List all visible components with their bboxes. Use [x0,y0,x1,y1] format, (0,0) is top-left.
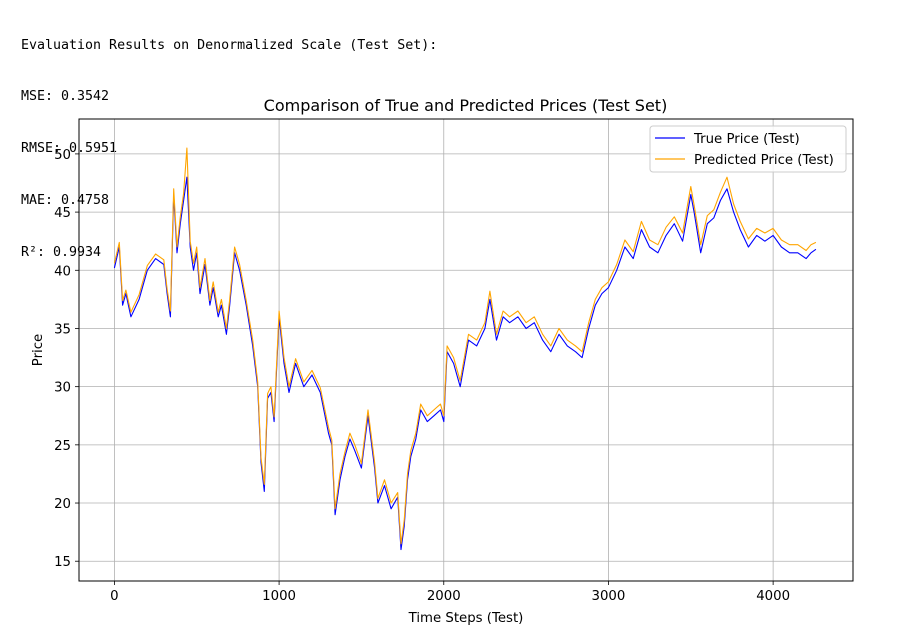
y-tick-label: 15 [54,555,71,570]
x-tick-label: 3000 [592,589,626,604]
plot-frame [78,118,854,582]
metrics-heading: Evaluation Results on Denormalized Scale… [21,37,438,53]
y-axis: 15 20 25 30 35 40 45 50 [54,148,79,570]
x-axis: 0 1000 2000 3000 4000 [110,581,790,604]
legend-box [649,125,847,173]
chart-title: Comparison of True and Predicted Prices … [264,96,668,115]
y-tick-label: 20 [54,497,71,512]
y-tick-label: 40 [54,264,71,279]
y-tick-label: 35 [54,322,71,337]
metric-mse: MSE: 0.3542 [21,89,110,105]
x-tick-label: 2000 [427,589,461,604]
metric-mae: MAE: 0.4758 [21,193,110,209]
x-tick-label: 1000 [262,589,296,604]
x-axis-title: Time Steps (Test) [408,611,524,626]
series-line-true-price [113,176,817,551]
series-layer [113,147,817,551]
x-tick-label: 4000 [756,589,790,604]
legend: True Price (Test) Predicted Price (Test) [649,125,847,173]
metrics-block: Evaluation Results on Denormalized Scale… [21,2,437,279]
y-tick-label: 50 [54,148,71,163]
legend-label-predicted: Predicted Price (Test) [694,153,834,168]
y-tick-label: 45 [54,206,71,221]
y-axis-title: Price [31,334,46,366]
metric-rmse: RMSE: 0.5951 [21,141,118,157]
y-tick-label: 30 [54,381,71,396]
x-tick-label: 0 [110,589,118,604]
series-line-predicted-price [113,147,817,545]
metric-r2: R²: 0.9934 [21,245,102,261]
legend-label-true: True Price (Test) [693,132,800,147]
y-tick-label: 25 [54,439,71,454]
